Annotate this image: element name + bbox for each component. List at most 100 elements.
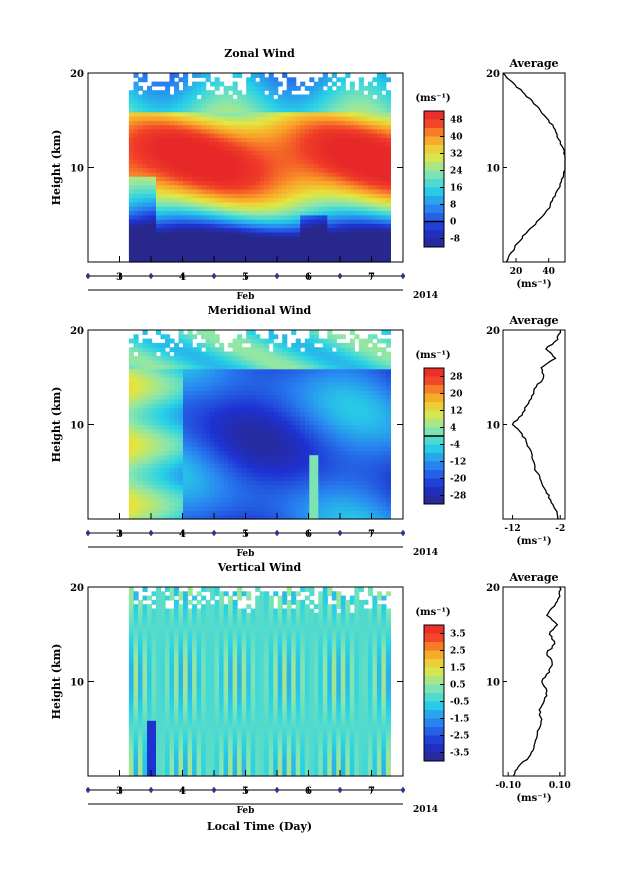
heatmap-cell [304, 171, 310, 177]
heatmap-cell [147, 488, 153, 494]
heatmap-cell [264, 154, 270, 160]
heatmap-cell [331, 351, 337, 357]
heatmap-cell [349, 176, 355, 181]
heatmap-cell [367, 484, 373, 490]
heatmap-cell [291, 390, 297, 395]
heatmap-cell [313, 154, 319, 160]
heatmap-cell [156, 501, 162, 507]
heatmap-cell [255, 506, 261, 511]
heatmap-cell [174, 227, 180, 233]
heatmap-cell [345, 107, 351, 113]
heatmap-cell [318, 471, 324, 477]
heatmap-cell [241, 463, 247, 469]
heatmap-cell [327, 249, 333, 254]
heatmap-cell [358, 98, 364, 104]
heatmap-cell [165, 463, 171, 469]
heatmap-cell [160, 467, 166, 473]
heatmap-cell [241, 197, 247, 203]
heatmap-cell [349, 351, 355, 357]
heatmap-cell [174, 467, 180, 473]
heatmap-cell [174, 493, 180, 499]
heatmap-cell [367, 120, 373, 126]
heatmap-cell [268, 120, 274, 126]
heatmap-cell [214, 373, 220, 378]
heatmap-cell [345, 137, 351, 143]
heatmap-cell [322, 227, 328, 233]
heatmap-cell [246, 77, 252, 83]
heatmap-cell [313, 231, 319, 237]
heatmap-cell [282, 510, 288, 516]
heatmap-cell [187, 171, 193, 177]
heatmap-cell [268, 189, 274, 194]
heatmap-cell [174, 390, 180, 395]
heatmap-cell [313, 98, 319, 104]
heatmap-cell [340, 480, 346, 486]
heatmap-cell [277, 201, 283, 207]
heatmap-cell [228, 180, 234, 186]
heatmap-cell [304, 347, 310, 353]
heatmap-cell [295, 411, 301, 417]
heatmap-cell [363, 463, 369, 469]
heatmap-cell [128, 193, 134, 199]
heatmap-cell [241, 446, 247, 451]
heatmap-cell [210, 141, 216, 147]
heatmap-cell [192, 124, 198, 130]
heatmap-cell [345, 163, 351, 169]
heatmap-cell [219, 433, 225, 438]
heatmap-cell [327, 111, 333, 117]
heatmap-cell [151, 150, 157, 156]
heatmap-cell [363, 94, 369, 100]
heatmap-cell [232, 227, 238, 233]
heatmap-cell [340, 107, 346, 113]
heatmap-cell [178, 458, 184, 464]
heatmap-cell [223, 201, 229, 207]
heatmap-cell [192, 176, 198, 181]
heatmap-cell [304, 85, 310, 91]
heatmap-cell [169, 206, 175, 212]
heatmap-cell [223, 377, 229, 383]
heatmap-cell [354, 480, 360, 486]
heatmap-cell [282, 394, 288, 400]
heatmap-cell [259, 154, 265, 160]
heatmap-cell [169, 433, 175, 438]
heatmap-cell [183, 480, 189, 486]
heatmap-cell [147, 390, 153, 395]
heatmap-cell [372, 437, 378, 443]
heatmap-cell [255, 497, 261, 503]
heatmap-cell [151, 381, 157, 387]
x-tick-label: 5 [242, 272, 249, 283]
heatmap-cell [165, 171, 171, 177]
heatmap-cell [358, 446, 364, 451]
heatmap-cell [151, 398, 157, 404]
heatmap-cell [264, 240, 270, 246]
heatmap-cell [201, 249, 207, 254]
heatmap-cell [219, 355, 225, 361]
heatmap-cell [241, 476, 247, 481]
heatmap-cell [268, 467, 274, 473]
heatmap-cell [322, 133, 328, 138]
heatmap-cell [205, 227, 211, 233]
heatmap-cell [142, 90, 148, 96]
heatmap-cell [300, 94, 306, 100]
heatmap-cell [327, 107, 333, 113]
heatmap-cell [309, 133, 315, 138]
heatmap-cell [277, 506, 283, 511]
heatmap-cell [214, 454, 220, 460]
heatmap-cell [142, 193, 148, 199]
heatmap-cell [309, 437, 315, 443]
heatmap-cell [169, 394, 175, 400]
heatmap-cell [268, 210, 274, 216]
heatmap-cell [232, 467, 238, 473]
heatmap-cell [183, 171, 189, 177]
heatmap-cell [192, 398, 198, 404]
heatmap-cell [273, 467, 279, 473]
heatmap-cell [160, 206, 166, 212]
heatmap-cell [192, 355, 198, 361]
heatmap-cell [165, 424, 171, 430]
heatmap-cell [376, 394, 382, 400]
heatmap-cell [255, 514, 261, 520]
heatmap-cell [264, 176, 270, 181]
heatmap-cell [282, 368, 288, 374]
heatmap-cell [327, 128, 333, 134]
heatmap-cell [151, 342, 157, 348]
